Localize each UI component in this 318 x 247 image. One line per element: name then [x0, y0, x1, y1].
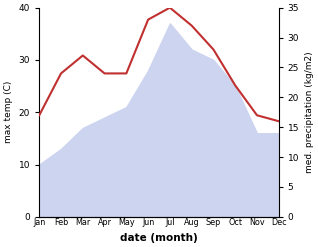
- X-axis label: date (month): date (month): [120, 233, 198, 243]
- Y-axis label: max temp (C): max temp (C): [4, 81, 13, 144]
- Y-axis label: med. precipitation (kg/m2): med. precipitation (kg/m2): [305, 51, 314, 173]
